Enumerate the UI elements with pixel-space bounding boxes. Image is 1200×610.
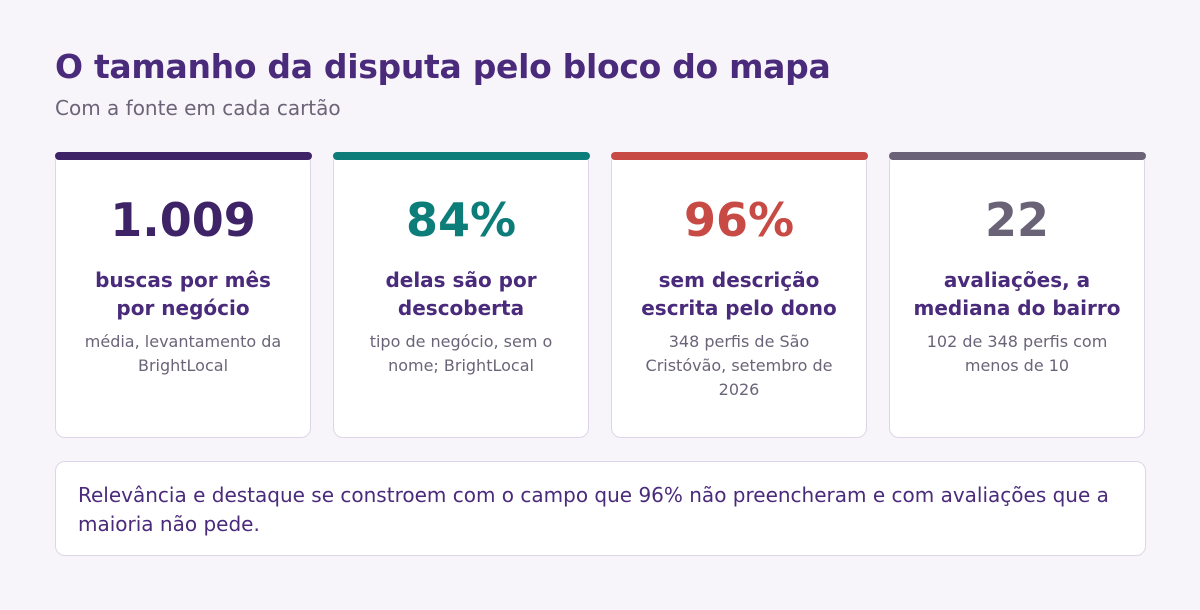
stat-card-reviews: 22 avaliações, a mediana do bairro 102 d… [888,151,1146,438]
stat-value: 1.009 [110,193,256,247]
stat-label: delas são por descoberta [385,268,537,320]
stat-label: avaliações, a mediana do bairro [913,268,1121,320]
card-accent-bar [888,151,1146,160]
card-accent-bar [54,151,312,160]
stat-value: 84% [405,193,517,247]
stat-value: 22 [984,193,1049,247]
page-subtitle: Com a fonte em cada cartão [55,96,341,120]
stat-card-no-description: 96% sem descrição escrita pelo dono 348 … [610,151,868,438]
card-accent-bar [332,151,590,160]
stat-label: buscas por mês por negócio [95,268,271,320]
stat-source: 102 de 348 perfis com menos de 10 [926,332,1108,375]
stat-source: tipo de negócio, sem o nome; BrightLocal [369,332,553,375]
stat-source: 348 perfis de São Cristóvão, setembro de… [645,332,833,399]
stat-card-discovery: 84% delas são por descoberta tipo de neg… [332,151,590,438]
page-title: O tamanho da disputa pelo bloco do mapa [55,47,831,86]
stat-source: média, levantamento da BrightLocal [84,332,282,375]
takeaway-note: Relevância e destaque se constroem com o… [55,461,1146,556]
card-accent-bar [610,151,868,160]
stat-label: sem descrição escrita pelo dono [641,268,837,320]
stat-card-searches: 1.009 buscas por mês por negócio média, … [54,151,312,438]
stat-value: 96% [683,193,795,247]
